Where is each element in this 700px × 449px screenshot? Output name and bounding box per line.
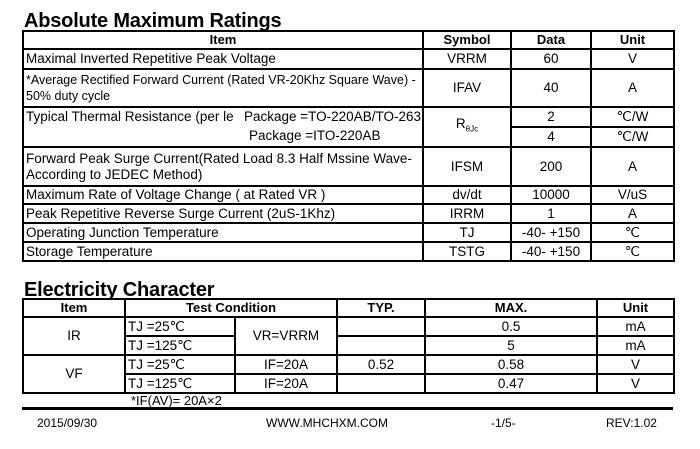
item-cell: Operating Junction Temperature — [22, 222, 424, 243]
symbol-cell: dv/dt — [422, 185, 512, 205]
table-header-row: Item Test Condition TYP. MAX. Unit — [22, 298, 675, 318]
table-row: Operating Junction Temperature TJ -40- +… — [22, 222, 675, 243]
table-row: Storage Temperature TSTG -40- +150 ℃ — [22, 241, 675, 262]
table-row: Typical Thermal Resistance (per le Packa… — [22, 106, 675, 148]
symbol-cell: VRRM — [422, 48, 512, 70]
header-max: MAX. — [424, 298, 598, 318]
data-cell: 4 — [510, 126, 592, 148]
data-cell: -40- +150 — [510, 222, 592, 243]
footer-date: 2015/09/30 — [37, 416, 98, 430]
package-1: Package =TO-220AB/TO-263 — [244, 109, 421, 125]
header-unit: Unit — [596, 298, 675, 318]
temp-cell: TJ =125℃ — [124, 373, 236, 394]
absolute-max-ratings-table: Item Symbol Data Unit Maximal Inverted R… — [22, 30, 675, 262]
typ-cell — [336, 335, 426, 356]
item-cell: Forward Peak Surge Current(Rated Load 8.… — [22, 146, 424, 187]
condition-cell: IF=20A — [234, 373, 338, 394]
max-cell: 0.58 — [424, 354, 598, 375]
table-row: TJ =125℃ IF=20A 0.47 V — [23, 373, 675, 394]
data-cell: 40 — [510, 68, 592, 108]
item-cell: Peak Repetitive Reverse Surge Current (2… — [22, 203, 424, 224]
unit-cell: mA — [596, 316, 675, 337]
symbol-cell: IFSM — [422, 146, 512, 187]
table-row: TJ =125℃ 5 mA — [23, 335, 675, 356]
temp-cell: TJ =25℃ — [124, 354, 236, 375]
table-row: 4 ℃/W — [23, 126, 675, 148]
ec-title: Electricity Character — [24, 279, 215, 301]
item-cell: *Average Rectified Forward Current (Rate… — [22, 68, 424, 108]
data-cell: -40- +150 — [510, 241, 592, 262]
max-cell: 0.5 — [424, 316, 598, 337]
header-typ: TYP. — [336, 298, 426, 318]
item-cell: Maximum Rate of Voltage Change ( at Rate… — [22, 185, 424, 205]
symbol-cell: IFAV — [422, 68, 512, 108]
unit-cell: ℃/W — [590, 106, 675, 128]
typ-cell — [336, 316, 426, 337]
condition-cell: VR=VRRM — [234, 316, 338, 356]
data-cell: 1 — [510, 203, 592, 224]
symbol-sub: θJc — [465, 124, 479, 134]
item-cell: IR — [22, 316, 126, 356]
header-item: Item — [22, 298, 126, 318]
table-row: Forward Peak Surge Current(Rated Load 8.… — [22, 146, 675, 187]
header-item: Item — [22, 30, 424, 50]
unit-cell: V — [596, 354, 675, 375]
unit-cell: A — [590, 203, 675, 224]
data-cell: 2 — [510, 106, 592, 128]
unit-cell: V/uS — [590, 185, 675, 205]
symbol-cell: RθJc — [422, 106, 512, 148]
header-test-condition: Test Condition — [124, 298, 338, 318]
unit-cell: A — [590, 68, 675, 108]
footer-url[interactable]: WWW.MHCHXM.COM — [266, 416, 388, 430]
header-data: Data — [510, 30, 592, 50]
package-2: Package =ITO-220AB — [249, 128, 381, 143]
footer-page: -1/5- — [491, 416, 516, 430]
unit-cell: ℃/W — [590, 126, 675, 148]
unit-cell: A — [590, 146, 675, 187]
footer-divider — [22, 407, 673, 410]
data-cell: 10000 — [510, 185, 592, 205]
header-symbol: Symbol — [422, 30, 512, 50]
typ-cell — [336, 373, 426, 394]
item-cell: VF — [22, 354, 126, 394]
max-cell: 5 — [424, 335, 598, 356]
unit-cell: V — [590, 48, 675, 70]
table-row: Peak Repetitive Reverse Surge Current (2… — [22, 203, 675, 224]
amr-title: Absolute Maximum Ratings — [24, 10, 282, 32]
table-header-row: Item Symbol Data Unit — [22, 30, 675, 50]
data-cell: 200 — [510, 146, 592, 187]
unit-cell: mA — [596, 335, 675, 356]
typ-cell: 0.52 — [336, 354, 426, 375]
unit-cell: ℃ — [590, 241, 675, 262]
header-unit: Unit — [590, 30, 675, 50]
temp-cell: TJ =125℃ — [124, 335, 236, 356]
unit-cell: ℃ — [590, 222, 675, 243]
symbol-cell: IRRM — [422, 203, 512, 224]
symbol-main: R — [455, 116, 466, 132]
condition-cell: IF=20A — [234, 354, 338, 375]
symbol-cell: TSTG — [422, 241, 512, 262]
item-cell: Storage Temperature — [22, 241, 424, 262]
item-cell: Typical Thermal Resistance (per le Packa… — [22, 106, 424, 148]
table-row: IR TJ =25℃ VR=VRRM 0.5 mA — [22, 316, 675, 356]
thermal-label: Typical Thermal Resistance (per le — [26, 109, 234, 124]
electricity-character-table: Item Test Condition TYP. MAX. Unit IR TJ… — [22, 298, 675, 394]
temp-cell: TJ =25℃ — [124, 316, 236, 337]
table-row: Maximum Rate of Voltage Change ( at Rate… — [22, 185, 675, 205]
table-row: VF TJ =25℃ IF=20A 0.52 0.58 V — [22, 354, 675, 394]
max-cell: 0.47 — [424, 373, 598, 394]
data-cell: 60 — [510, 48, 592, 70]
symbol-cell: TJ — [422, 222, 512, 243]
footer-rev: REV:1.02 — [606, 416, 657, 430]
table-row: *Average Rectified Forward Current (Rate… — [22, 68, 675, 108]
footnote: *IF(AV)= 20A×2 — [131, 393, 222, 408]
item-cell: Maximal Inverted Repetitive Peak Voltage — [22, 48, 424, 70]
table-row: Maximal Inverted Repetitive Peak Voltage… — [22, 48, 675, 70]
unit-cell: V — [596, 373, 675, 394]
